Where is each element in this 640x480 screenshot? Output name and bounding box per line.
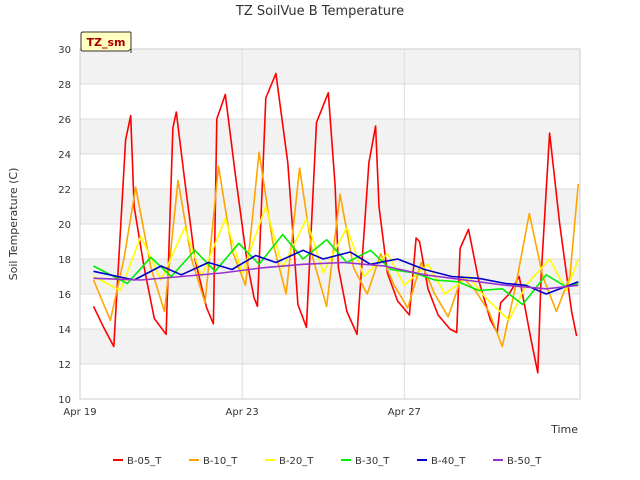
y-tick-label: 24 xyxy=(58,150,71,161)
legend-label: B-50_T xyxy=(507,456,542,467)
y-tick-label: 12 xyxy=(58,360,71,371)
series-line-b-40-t xyxy=(93,249,579,295)
x-tick-label: Apr 27 xyxy=(388,407,421,418)
legend-item: B-10_T xyxy=(189,456,238,467)
y-tick-label: 28 xyxy=(58,80,71,91)
legend-item: B-05_T xyxy=(113,456,162,467)
legend-label: B-30_T xyxy=(355,456,390,467)
plot-band xyxy=(80,49,580,84)
legend-item: B-20_T xyxy=(265,456,314,467)
x-tick-label: Apr 19 xyxy=(63,407,96,418)
legend: B-05_T B-10_T B-20_T B-30_T B-40_T B-50_T xyxy=(113,456,542,467)
plot-frame xyxy=(79,48,581,400)
plot-band xyxy=(80,329,580,364)
series-line-b-10-t xyxy=(92,151,580,348)
y-axis-label: Soil Temperature (C) xyxy=(7,168,20,281)
y-axis-ticks: 10 12 14 16 18 20 22 24 26 28 30 xyxy=(58,45,71,406)
y-tick-label: 26 xyxy=(58,115,71,126)
series-line-b-50-t xyxy=(93,261,579,290)
badge-label: TZ_sm xyxy=(87,36,126,49)
legend-label: B-40_T xyxy=(431,456,466,467)
y-tick-label: 10 xyxy=(58,395,71,406)
legend-label: B-20_T xyxy=(279,456,314,467)
badge-box xyxy=(80,31,132,53)
x-axis-label: Time xyxy=(550,423,578,436)
chart-title: TZ SoilVue B Temperature xyxy=(235,4,404,19)
y-tick-label: 22 xyxy=(58,185,71,196)
site-badge: TZ_sm xyxy=(80,31,132,53)
legend-item: B-30_T xyxy=(341,456,390,467)
y-tick-label: 18 xyxy=(58,255,71,266)
x-axis-ticks: Apr 19 Apr 23 Apr 27 xyxy=(63,407,421,418)
y-tick-label: 14 xyxy=(58,325,71,336)
legend-label: B-10_T xyxy=(203,456,238,467)
y-tick-label: 20 xyxy=(58,220,71,231)
plot-band xyxy=(80,189,580,224)
x-tick-label: Apr 23 xyxy=(226,407,259,418)
series-lines xyxy=(92,72,580,374)
series-line-b-20-t xyxy=(93,205,580,322)
legend-label: B-05_T xyxy=(127,456,162,467)
y-tick-label: 30 xyxy=(58,45,71,56)
y-tick-label: 16 xyxy=(58,290,71,301)
legend-item: B-50_T xyxy=(493,456,542,467)
legend-item: B-40_T xyxy=(417,456,466,467)
